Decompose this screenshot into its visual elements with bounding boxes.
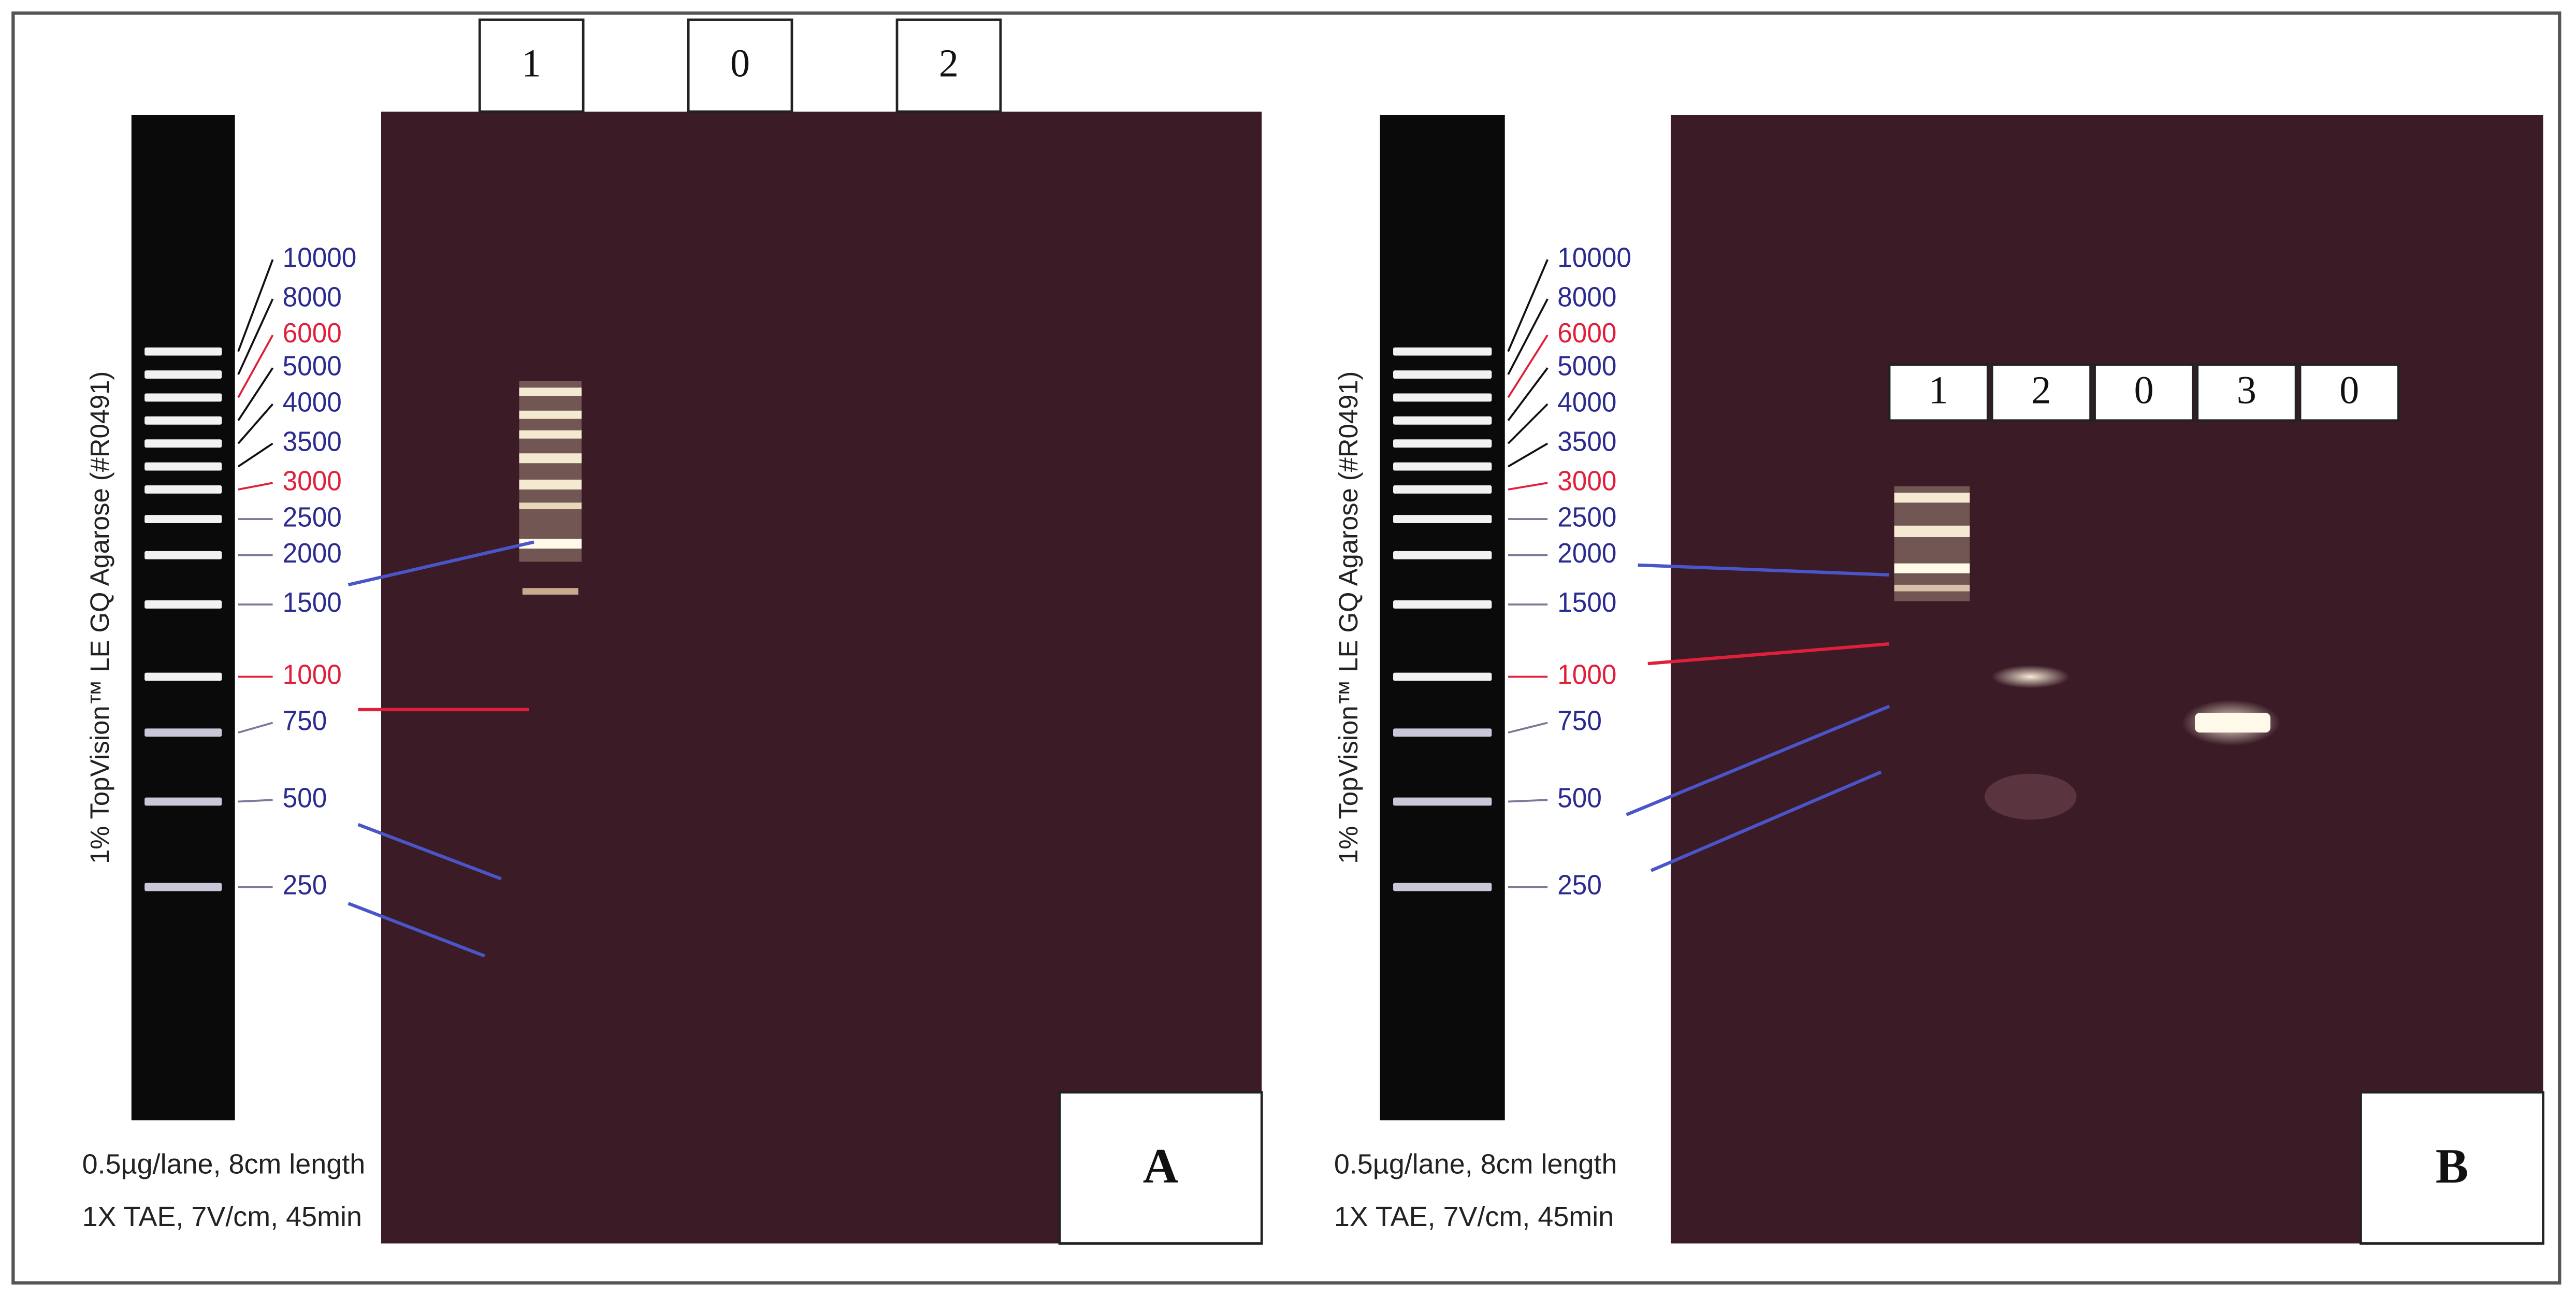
ladder-band (1393, 348, 1492, 356)
ladder-band (1393, 673, 1492, 681)
ladder-band (144, 485, 222, 494)
ladder-label: 250 (1557, 870, 1602, 901)
ladder-band (144, 393, 222, 401)
panel-letter: B (2436, 1139, 2468, 1193)
lane-label: 0 (730, 41, 750, 85)
lane-label: 2 (2031, 369, 2051, 412)
ladder-label: 750 (1557, 705, 1602, 737)
ladder-band (144, 883, 222, 891)
ladder-label: 4000 (1557, 386, 1616, 417)
ladder-label: 6000 (1557, 318, 1616, 349)
side-label: 1% TopVision™ LE GQ Agarose (#R0491) (1334, 371, 1363, 864)
panel-letter: A (1143, 1139, 1179, 1193)
ladder-label: 500 (283, 783, 327, 814)
lane-label: 0 (2134, 369, 2154, 412)
ladder-band (144, 551, 222, 559)
caption: 1X TAE, 7V/cm, 45min (1334, 1201, 1614, 1232)
ladder-band (1393, 393, 1492, 401)
lane-label: 1 (522, 41, 541, 85)
figure: 1000080006000500040003500300025002000150… (0, 0, 2576, 1296)
ladder-strip (132, 115, 235, 1120)
ladder-band (144, 673, 222, 681)
ladder-label: 500 (1557, 783, 1602, 814)
ladder-band (1393, 416, 1492, 425)
ladder-label: 1500 (283, 587, 342, 618)
ladder-label: 5000 (1557, 351, 1616, 382)
ladder-band (144, 370, 222, 379)
ladder-band (1393, 798, 1492, 806)
ladder-band (144, 439, 222, 448)
ladder-band (144, 463, 222, 471)
lane-label: 3 (2237, 369, 2256, 412)
ladder-band (1393, 370, 1492, 379)
lane-label: 2 (939, 41, 959, 85)
ladder-label: 3000 (1557, 466, 1616, 497)
ladder-label: 6000 (283, 318, 342, 349)
lane-label: 0 (2339, 369, 2359, 412)
ladder-band (1393, 485, 1492, 494)
ladder-label: 3500 (283, 426, 342, 457)
ladder-label: 5000 (283, 351, 342, 382)
ladder-label: 10000 (283, 242, 357, 273)
ladder-label: 2000 (1557, 538, 1616, 569)
ladder-label: 1000 (1557, 659, 1616, 690)
caption: 0.5µg/lane, 8cm length (1334, 1149, 1617, 1180)
side-label: 1% TopVision™ LE GQ Agarose (#R0491) (85, 371, 114, 864)
ladder-band (1393, 439, 1492, 448)
ladder-label: 8000 (1557, 281, 1616, 312)
ladder-band (1393, 600, 1492, 609)
ladder-label: 3500 (1557, 426, 1616, 457)
ladder-band (1393, 551, 1492, 559)
ladder-band (144, 728, 222, 737)
ladder-band (1393, 463, 1492, 471)
ladder-label: 8000 (283, 281, 342, 312)
gel (381, 112, 1262, 1244)
ladder-band (144, 600, 222, 609)
ladder-label: 1000 (283, 659, 342, 690)
gel (1671, 115, 2543, 1244)
ladder-band (144, 416, 222, 425)
ladder-label: 1500 (1557, 587, 1616, 618)
ladder-label: 750 (283, 705, 327, 737)
lane-label: 1 (1929, 369, 1948, 412)
ladder-label: 2500 (283, 501, 342, 532)
ladder-strip (1380, 115, 1505, 1120)
ladder-label: 3000 (283, 466, 342, 497)
ladder-label: 4000 (283, 386, 342, 417)
ladder-label: 2500 (1557, 501, 1616, 532)
ladder-band (144, 515, 222, 523)
caption: 1X TAE, 7V/cm, 45min (82, 1201, 362, 1232)
ladder-band (1393, 728, 1492, 737)
ladder-label: 2000 (283, 538, 342, 569)
caption: 0.5µg/lane, 8cm length (82, 1149, 366, 1180)
ladder-band (144, 348, 222, 356)
ladder-label: 250 (283, 870, 327, 901)
ladder-label: 10000 (1557, 242, 1631, 273)
page: {"panels":[ {"letter":"A","lanes":["1","… (0, 0, 2576, 1296)
ladder-band (144, 798, 222, 806)
ladder-band (1393, 515, 1492, 523)
ladder-band (1393, 883, 1492, 891)
